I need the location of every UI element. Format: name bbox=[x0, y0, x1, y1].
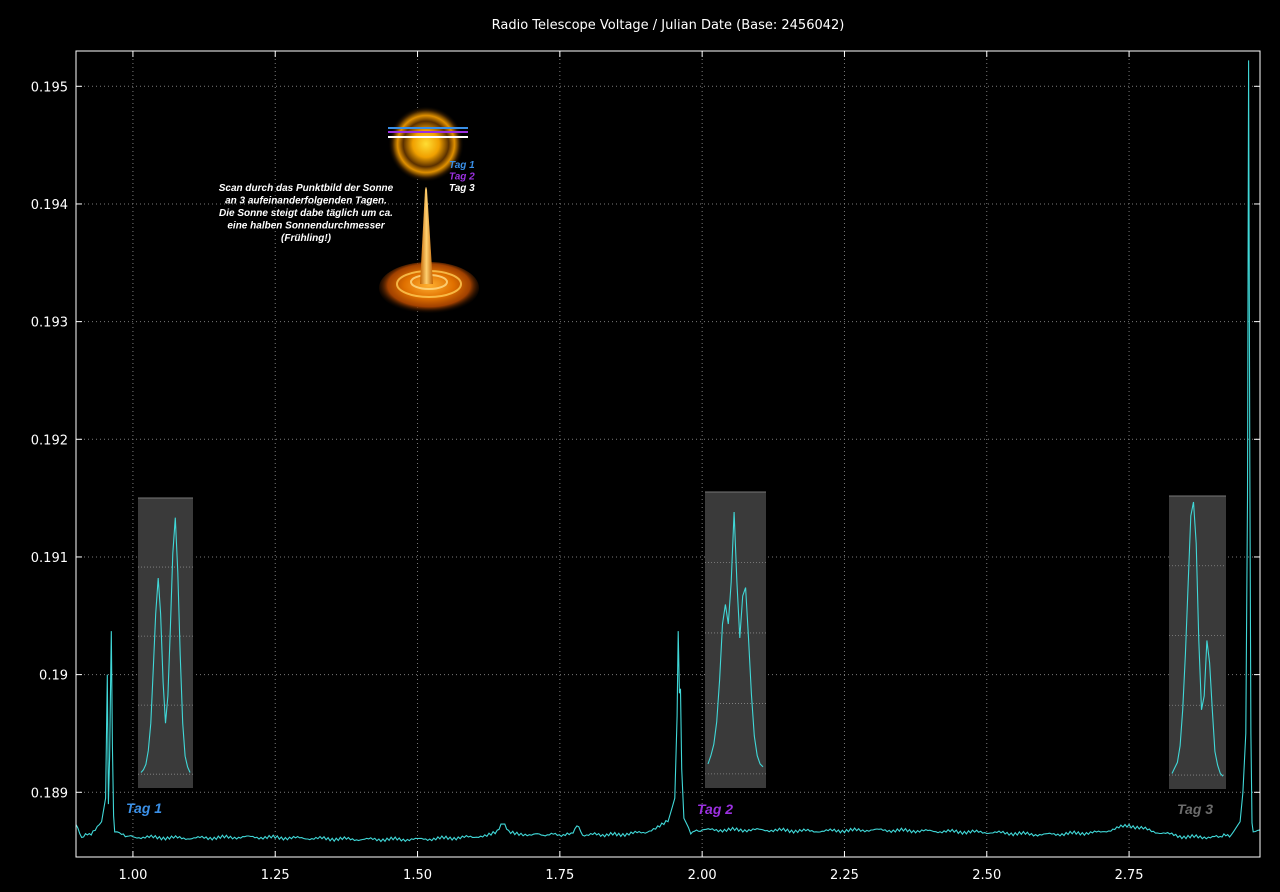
y-tick-label: 0.194 bbox=[31, 198, 68, 213]
inset-labels: Tag 1 Tag 2 Tag 3 bbox=[126, 800, 1213, 817]
sun-disc-icon bbox=[388, 106, 464, 182]
annotation-line: Scan durch das Punktbild der Sonne bbox=[219, 183, 394, 194]
inset-label: Tag 1 bbox=[126, 800, 162, 816]
inset-profile-line bbox=[707, 511, 764, 768]
annotation-line: eine halben Sonnendurchmesser bbox=[227, 221, 385, 232]
x-tick-label: 1.75 bbox=[545, 868, 574, 883]
inset-label: Tag 2 bbox=[697, 801, 733, 817]
x-tick-label: 1.00 bbox=[118, 868, 147, 883]
x-tick-label: 2.50 bbox=[972, 868, 1001, 883]
series-line bbox=[75, 60, 1261, 843]
plot-frame bbox=[75, 50, 1261, 858]
y-tick-label: 0.191 bbox=[31, 551, 68, 566]
inset-label: Tag 3 bbox=[1177, 801, 1213, 817]
x-tick-label: 2.00 bbox=[688, 868, 717, 883]
annotation: Scan durch das Punktbild der Sonne an 3 a… bbox=[219, 183, 394, 244]
x-tick-label: 1.50 bbox=[403, 868, 432, 883]
beam-spike-icon bbox=[420, 187, 433, 284]
legend-entry: Tag 1 bbox=[449, 160, 475, 171]
sun-illustration bbox=[379, 106, 479, 314]
y-tick-label: 0.195 bbox=[31, 80, 68, 95]
voltage-series bbox=[75, 60, 1261, 843]
inset-profile-line bbox=[1171, 501, 1224, 777]
inset-profile-line bbox=[140, 517, 191, 773]
x-tick-label: 1.25 bbox=[261, 868, 290, 883]
axis-ticks: 1.00 1.25 1.50 1.75 2.00 2.25 2.50 2.75 0.189 0.1… bbox=[31, 51, 1260, 883]
annotation-line: an 3 aufeinanderfolgenden Tagen. bbox=[225, 196, 387, 207]
annotation-line: (Frühling!) bbox=[281, 233, 332, 244]
annotation-line: Die Sonne steigt dabe täglich um ca. bbox=[219, 208, 393, 219]
legend-entry: Tag 3 bbox=[449, 183, 475, 194]
x-tick-label: 2.25 bbox=[830, 868, 859, 883]
y-tick-label: 0.19 bbox=[39, 669, 68, 684]
legend-entry: Tag 2 bbox=[449, 172, 475, 183]
y-tick-label: 0.192 bbox=[31, 433, 68, 448]
y-tick-label: 0.193 bbox=[31, 316, 68, 331]
x-tick-label: 2.75 bbox=[1115, 868, 1144, 883]
y-tick-label: 0.189 bbox=[31, 786, 68, 801]
grid bbox=[76, 51, 1260, 857]
chart-title: Radio Telescope Voltage / Julian Date (B… bbox=[492, 18, 845, 33]
inset-box bbox=[1169, 496, 1226, 789]
insets bbox=[138, 491, 1226, 789]
